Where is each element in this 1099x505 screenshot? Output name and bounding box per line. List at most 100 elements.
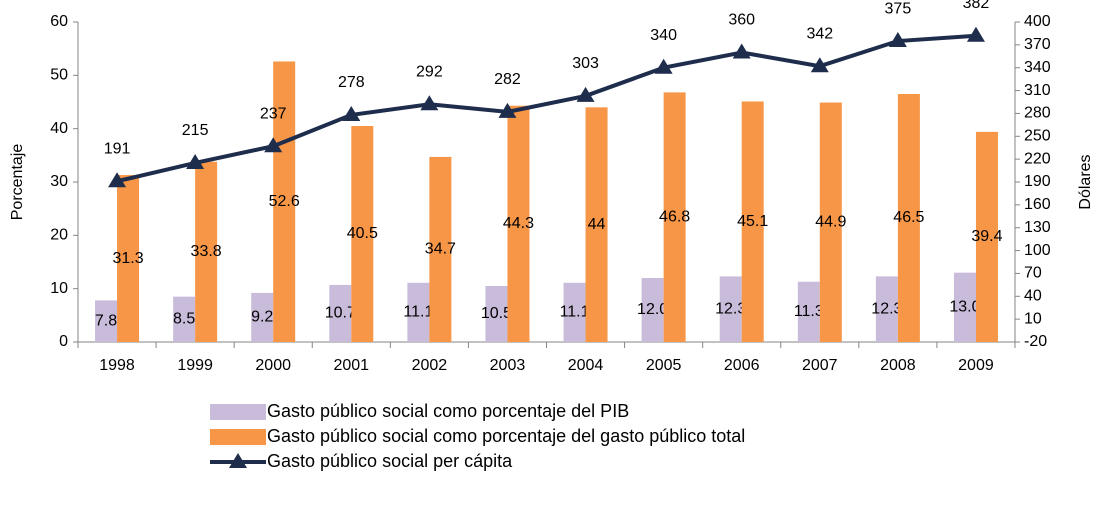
- y2-tick-label: 400: [1024, 13, 1051, 30]
- bar: [953, 272, 976, 342]
- data-label: 342: [806, 25, 833, 42]
- line-marker: [420, 95, 439, 111]
- data-label: 44: [588, 216, 606, 233]
- x-tick-label: 2004: [568, 357, 604, 374]
- line-marker: [732, 43, 751, 59]
- bar: [173, 296, 196, 342]
- x-tick-label: 2000: [255, 357, 291, 374]
- data-label: 237: [260, 105, 287, 122]
- data-label: 40.5: [347, 225, 378, 242]
- data-label: 292: [416, 64, 443, 81]
- bar: [407, 282, 430, 342]
- data-label: 46.5: [893, 209, 924, 226]
- line-marker: [498, 102, 517, 118]
- bar: [663, 92, 686, 343]
- bar: [875, 276, 898, 342]
- y2-tick-label: 310: [1024, 82, 1051, 99]
- data-label: 12.3: [871, 300, 902, 317]
- y2-tick-label: 130: [1024, 219, 1051, 236]
- line-marker: [576, 86, 595, 102]
- data-label: 12.3: [715, 300, 746, 317]
- data-label: 10.7: [325, 305, 356, 322]
- data-label: 7.8: [95, 312, 117, 329]
- y2-tick-label: 250: [1024, 128, 1051, 145]
- data-label: 12.0: [637, 301, 668, 318]
- line-marker: [186, 153, 205, 169]
- y-tick-label: 0: [59, 333, 68, 350]
- x-tick-label: 2009: [958, 357, 994, 374]
- data-label: 8.5: [173, 311, 195, 328]
- line: [116, 33, 977, 184]
- y2-tick-label: 370: [1024, 36, 1051, 53]
- bar: [819, 102, 842, 343]
- y2-tick-label: 10: [1024, 310, 1042, 327]
- bar: [117, 175, 140, 342]
- x-tick-label: 1998: [99, 357, 135, 374]
- y-tick-label: 20: [50, 227, 68, 244]
- x-tick-label: 2002: [412, 357, 448, 374]
- x-tick-label: 2007: [802, 357, 838, 374]
- line-marker: [342, 105, 361, 121]
- line-marker: [810, 57, 829, 73]
- data-label: 11.1: [560, 304, 590, 321]
- y2-tick-label: 280: [1024, 105, 1051, 122]
- y2-tick-label: 40: [1024, 288, 1042, 305]
- line-marker: [966, 26, 985, 42]
- data-label: 11.3: [794, 303, 824, 320]
- data-label: 34.7: [425, 241, 456, 258]
- y2-tick-label: 160: [1024, 196, 1051, 213]
- bar: [585, 107, 608, 342]
- y2-tick-label: 190: [1024, 173, 1051, 190]
- data-label: 9.2: [251, 309, 273, 326]
- bar: [797, 281, 820, 342]
- x-tick-label: 2005: [646, 357, 682, 374]
- y2-tick-label: 100: [1024, 242, 1051, 259]
- data-label: 52.6: [269, 193, 300, 210]
- line-marker: [888, 32, 907, 48]
- x-tick-label: 2006: [724, 357, 760, 374]
- line-marker: [654, 58, 673, 74]
- data-label: 303: [572, 55, 599, 72]
- y-tick-label: 40: [50, 120, 68, 137]
- y2-tick-label: -20: [1024, 333, 1047, 350]
- data-label: 375: [885, 0, 912, 17]
- bar: [329, 284, 352, 342]
- data-label: 191: [104, 140, 131, 157]
- bar: [251, 292, 274, 342]
- y2-axis-title: Dólares: [1077, 154, 1094, 209]
- y2-tick-label: 220: [1024, 150, 1051, 167]
- y-tick-label: 10: [50, 280, 68, 297]
- y-tick-label: 50: [50, 67, 68, 84]
- data-label: 360: [728, 12, 755, 29]
- bar: [273, 61, 296, 342]
- bar: [485, 286, 508, 342]
- y-axis-title: Porcentaje: [9, 144, 26, 221]
- data-label: 278: [338, 74, 365, 91]
- y-tick-label: 30: [50, 173, 68, 190]
- bar: [897, 94, 920, 342]
- data-label: 10.5: [481, 305, 512, 322]
- bar: [975, 131, 998, 342]
- data-label: 31.3: [112, 250, 143, 267]
- data-label: 39.4: [971, 228, 1002, 245]
- x-tick-label: 2008: [880, 357, 916, 374]
- bar: [507, 105, 530, 342]
- data-label: 11.1: [403, 304, 433, 321]
- y2-tick-label: 70: [1024, 265, 1042, 282]
- bar: [195, 161, 218, 342]
- legend-swatch: [210, 404, 266, 420]
- data-label: 45.1: [737, 213, 768, 230]
- data-label: 44.3: [503, 215, 534, 232]
- data-label: 282: [494, 71, 521, 88]
- data-label: 33.8: [191, 243, 222, 260]
- bar: [95, 300, 118, 342]
- data-label: 13.0: [949, 299, 980, 316]
- y-tick-label: 60: [50, 13, 68, 30]
- bar: [719, 276, 742, 342]
- bar: [563, 282, 586, 342]
- bar: [351, 126, 374, 342]
- bar: [741, 101, 764, 342]
- legend-label: Gasto público social como porcentaje del…: [267, 426, 745, 446]
- data-label: 340: [650, 27, 677, 44]
